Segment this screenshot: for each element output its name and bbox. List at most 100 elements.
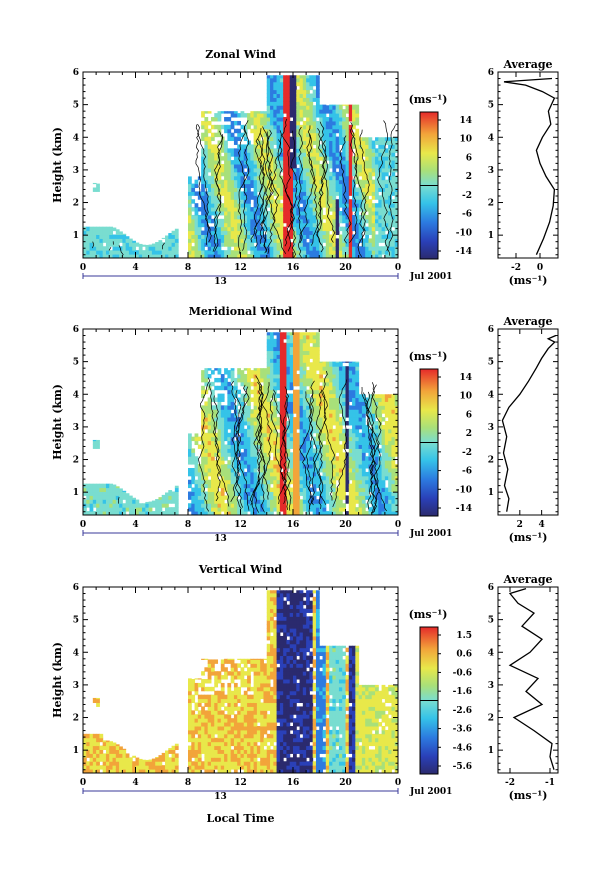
y-tick-label: 1 — [488, 231, 494, 241]
x-tick-label: 4 — [132, 778, 138, 788]
colorbar-tick-label: -6 — [462, 467, 472, 477]
y-tick-label: 6 — [73, 583, 79, 593]
y-tick-label: 5 — [73, 616, 79, 626]
y-tick-label: 2 — [73, 714, 79, 724]
x-tick-label: 4 — [539, 520, 545, 530]
y-tick-label: 3 — [488, 423, 494, 433]
y-tick-label: 1 — [73, 746, 79, 756]
colorbar-tick-label: -4.6 — [453, 743, 472, 753]
panel-title: Average — [502, 58, 552, 71]
y-tick-label: 1 — [73, 488, 79, 498]
y-tick-label: 5 — [488, 358, 494, 368]
axes-1: 1 2 3 4 5 6 -2 0 Average (ms⁻¹) — [488, 58, 559, 287]
colorbar-tick-label: 1.5 — [456, 631, 472, 641]
y-tick-label: 4 — [73, 648, 79, 658]
colorbar-tick-label: -10 — [456, 228, 472, 238]
x-tick-label: 2 — [517, 520, 523, 530]
contour-lines — [118, 370, 387, 515]
x-tick-label: 0 — [395, 520, 401, 530]
x-axis-label: Local Time — [207, 812, 275, 825]
y-tick-label: 3 — [488, 166, 494, 176]
y-axis-label: Height (km) — [51, 127, 64, 203]
average-profile-line — [501, 334, 557, 512]
heatmap-4 — [83, 590, 399, 774]
y-axis-label: Height (km) — [51, 384, 64, 460]
colorbar-tick-label: 10 — [459, 135, 472, 145]
x-tick-label: 16 — [287, 263, 300, 273]
y-tick-label: 5 — [73, 101, 79, 111]
y-tick-label: 2 — [488, 456, 494, 466]
panel-title: Vertical Wind — [198, 563, 283, 576]
x-tick-label: 8 — [185, 263, 191, 273]
x-axis-label: (ms⁻¹) — [509, 789, 548, 802]
x-axis-label: (ms⁻¹) — [509, 531, 548, 544]
y-tick-label: 6 — [488, 68, 494, 78]
y-tick-label: 3 — [73, 166, 79, 176]
x-tick-label: 8 — [185, 778, 191, 788]
x-axis-label: (ms⁻¹) — [509, 274, 548, 287]
y-tick-label: 5 — [488, 616, 494, 626]
y-tick-label: 5 — [488, 101, 494, 111]
axes-3: 1 2 3 4 5 6 2 4 Average (ms⁻¹) — [488, 315, 559, 544]
y-tick-label: 6 — [73, 68, 79, 78]
colorbar-tick-label: -14 — [456, 504, 472, 514]
axes-5: 1 2 3 4 5 6 -2 -1 Average (ms⁻¹) — [488, 573, 559, 802]
colorbar-tick-label: -3.6 — [453, 725, 472, 735]
colorbar-label: (ms⁻¹) — [409, 608, 448, 621]
y-tick-label: 1 — [73, 231, 79, 241]
colorbar-tick-label: 2 — [466, 429, 472, 439]
colorbar-tick-label: -5.6 — [453, 762, 472, 772]
colorbar-tick-label: 6 — [466, 410, 472, 420]
colorbar-label: (ms⁻¹) — [409, 93, 448, 106]
colorbar-tick-label: 10 — [459, 392, 472, 402]
panel-title: Meridional Wind — [189, 305, 293, 318]
x-tick-label: 20 — [339, 520, 352, 530]
colorbar-tick-label: -0.6 — [453, 668, 472, 678]
y-tick-label: 6 — [488, 583, 494, 593]
colorbar-tick-label: -1.6 — [453, 687, 472, 697]
colorbar-tick-label: -2 — [462, 448, 472, 458]
colorbar-4: 1.5 0.6 -0.6 -1.6 -2.6 -3.6 -4.6 -5.6 (ms⁻¹) — [409, 608, 472, 775]
x-tick-label: 0 — [537, 263, 543, 273]
panel-title: Zonal Wind — [205, 48, 276, 61]
colorbar-tick-label: 0.6 — [456, 650, 472, 660]
x-tick-label: 0 — [80, 778, 86, 788]
y-tick-label: 2 — [488, 199, 494, 209]
day-label: 13 — [214, 277, 227, 287]
y-tick-label: 1 — [488, 746, 494, 756]
x-tick-label: 0 — [395, 263, 401, 273]
y-tick-label: 4 — [488, 133, 494, 143]
date-label: Jul 2001 — [409, 787, 452, 797]
x-tick-label: -1 — [545, 778, 555, 788]
colorbar-2: 14 10 6 2 -2 -6 -10 -14 (ms⁻¹) — [409, 350, 472, 517]
panel-title: Average — [502, 315, 552, 328]
date-label: Jul 2001 — [409, 529, 452, 539]
heatmap-0 — [83, 75, 399, 259]
colorbar-tick-label: -2.6 — [453, 706, 472, 716]
y-tick-label: 4 — [488, 390, 494, 400]
x-tick-label: 4 — [132, 520, 138, 530]
x-tick-label: 16 — [287, 778, 300, 788]
colorbar-tick-label: -2 — [462, 191, 472, 201]
y-tick-label: 6 — [488, 325, 494, 335]
y-tick-label: 3 — [73, 681, 79, 691]
panel-title: Average — [502, 573, 552, 586]
y-tick-label: 2 — [73, 456, 79, 466]
heatmap-2 — [83, 332, 399, 516]
x-tick-label: 12 — [234, 263, 247, 273]
average-profile-line — [503, 77, 556, 255]
colorbar-tick-label: -14 — [456, 247, 472, 257]
y-tick-label: 4 — [73, 133, 79, 143]
x-tick-label: -2 — [511, 263, 521, 273]
colorbar-tick-label: 6 — [466, 153, 472, 163]
y-axis-label: Height (km) — [51, 642, 64, 718]
y-tick-label: 3 — [73, 423, 79, 433]
average-profile-line — [508, 587, 555, 770]
x-tick-label: 0 — [80, 520, 86, 530]
colorbar-tick-label: 14 — [459, 116, 472, 126]
y-tick-label: 6 — [73, 325, 79, 335]
y-tick-label: 4 — [73, 390, 79, 400]
